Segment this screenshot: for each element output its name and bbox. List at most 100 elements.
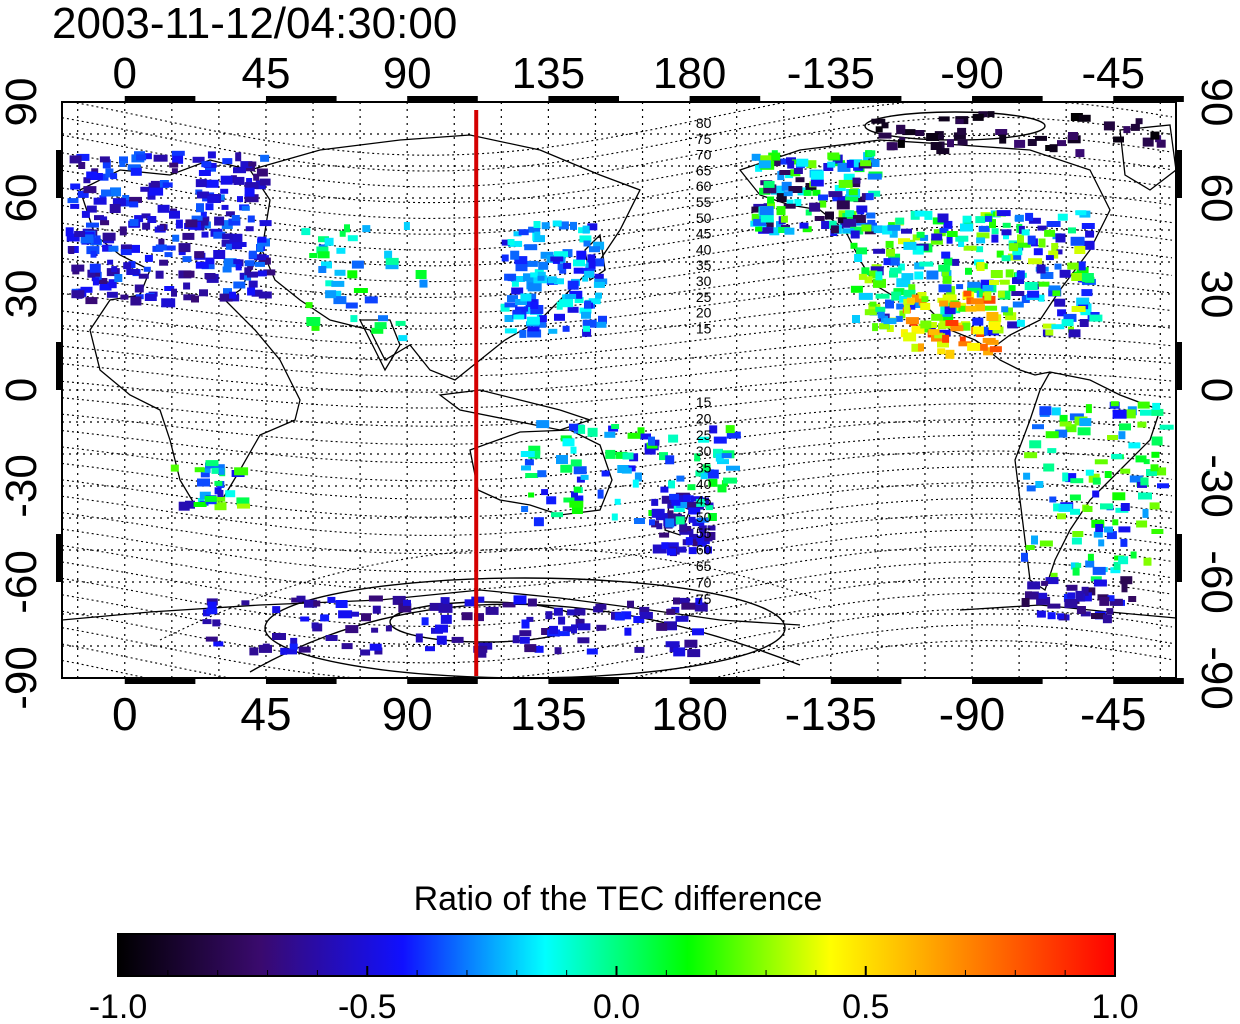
- tec-data-cell: [587, 254, 596, 263]
- tec-data-cell: [1014, 214, 1024, 222]
- tec-data-cell: [1016, 319, 1025, 327]
- tec-data-cell: [852, 215, 866, 223]
- tec-data-cell: [334, 269, 346, 276]
- lon-tick-label-bottom: 90: [382, 688, 433, 740]
- tec-data-cell: [233, 167, 246, 174]
- tec-data-cell: [507, 239, 515, 245]
- tec-data-cell: [721, 453, 732, 459]
- tec-data-cell: [988, 322, 1001, 330]
- tec-data-cell: [1007, 321, 1019, 329]
- tec-data-cell: [763, 184, 777, 194]
- tec-data-cell: [963, 245, 977, 251]
- tec-data-cell: [538, 261, 549, 270]
- tec-data-cell: [828, 191, 843, 198]
- tec-data-cell: [78, 162, 86, 169]
- tec-data-cell: [259, 178, 271, 186]
- tec-data-cell: [1031, 535, 1038, 545]
- tec-data-cell: [1143, 459, 1150, 465]
- tec-data-cell: [1085, 469, 1094, 476]
- tec-data-cell: [861, 267, 870, 276]
- tec-data-cell: [513, 314, 525, 320]
- tec-data-cell: [1103, 121, 1115, 131]
- tec-data-cell: [858, 273, 867, 280]
- tec-data-cell: [1038, 294, 1045, 302]
- tec-data-cell: [547, 276, 557, 284]
- tec-data-cell: [504, 328, 517, 334]
- tec-data-cell: [172, 234, 180, 242]
- contour-label: 20: [696, 410, 712, 426]
- tec-data-cell: [819, 199, 827, 208]
- tec-data-cell: [967, 281, 981, 288]
- tec-data-cell: [958, 341, 972, 347]
- tec-data-cell: [676, 475, 685, 482]
- tec-data-cell: [605, 449, 616, 459]
- tec-data-cell: [958, 240, 965, 247]
- tec-data-cell: [888, 253, 901, 261]
- tec-data-cell: [715, 453, 724, 462]
- tec-data-cell: [334, 290, 342, 297]
- contour-label: 40: [696, 476, 712, 492]
- tec-data-cell: [661, 542, 669, 550]
- tec-data-cell: [83, 186, 97, 194]
- tec-data-cell: [850, 242, 858, 249]
- tec-data-cell: [244, 267, 251, 276]
- tec-data-cell: [502, 602, 516, 608]
- tec-data-cell: [921, 296, 929, 303]
- tec-data-cell: [852, 315, 860, 323]
- tec-data-cell: [868, 303, 881, 313]
- tec-data-cell: [1032, 424, 1044, 430]
- tec-data-cell: [351, 611, 359, 617]
- tec-data-cell: [74, 231, 86, 237]
- tec-data-cell: [596, 624, 607, 631]
- tec-data-cell: [519, 329, 527, 338]
- tec-data-cell: [336, 247, 346, 254]
- tec-data-cell: [726, 465, 740, 471]
- tec-data-cell: [972, 113, 984, 121]
- tec-data-cell: [213, 641, 224, 647]
- tec-data-cell: [760, 155, 772, 164]
- tec-data-cell: [1072, 531, 1084, 537]
- tec-data-cell: [126, 269, 140, 275]
- tec-data-cell: [1038, 238, 1046, 248]
- tec-data-cell: [524, 459, 534, 466]
- tec-data-cell: [875, 271, 883, 281]
- tec-data-cell: [524, 260, 538, 267]
- tec-data-cell: [1035, 135, 1047, 141]
- tec-data-cell: [627, 600, 634, 608]
- tec-data-cell: [144, 294, 157, 301]
- tec-data-cell: [1001, 255, 1011, 262]
- tec-data-cell: [1100, 503, 1113, 510]
- tec-data-cell: [814, 216, 825, 221]
- contour-label: 25: [696, 427, 712, 443]
- tec-data-cell: [436, 635, 447, 645]
- tec-data-cell: [652, 544, 667, 554]
- tec-data-cell: [651, 498, 659, 506]
- tec-data-cell: [221, 204, 229, 210]
- tec-data-cell: [899, 310, 906, 319]
- tec-data-cell: [783, 203, 796, 209]
- tec-data-cell: [573, 267, 583, 274]
- tec-data-cell: [286, 648, 297, 655]
- tec-data-cell: [942, 294, 957, 301]
- tec-data-cell: [213, 464, 225, 472]
- tec-data-cell: [675, 516, 685, 525]
- tec-data-cell: [1146, 469, 1157, 476]
- tec-data-cell: [372, 605, 381, 614]
- tec-data-cell: [879, 323, 890, 330]
- tec-data-cell: [222, 158, 233, 165]
- tec-data-cell: [852, 177, 861, 184]
- tec-data-cell: [1014, 139, 1026, 148]
- tec-data-cell: [1151, 451, 1160, 458]
- tec-data-cell: [938, 116, 950, 122]
- contour-labels: 8075706560555045403530252015152025303540…: [696, 115, 712, 607]
- tec-data-cell: [364, 296, 378, 304]
- tec-data-cell: [614, 498, 621, 505]
- tec-data-cell: [588, 261, 596, 270]
- tec-data-cell: [1037, 225, 1047, 231]
- lon-tick-label-bottom: -135: [785, 688, 877, 740]
- tec-data-cell: [1017, 242, 1031, 248]
- tec-data-cell: [911, 294, 919, 303]
- tec-data-cell: [1029, 593, 1039, 600]
- tec-data-cell: [760, 214, 774, 223]
- frame-tick-bars: [56, 96, 1184, 684]
